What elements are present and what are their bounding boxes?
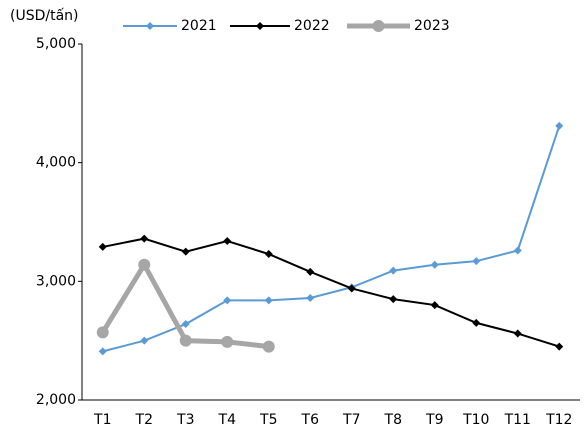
x-tick-label: T5 <box>259 412 277 428</box>
x-tick-label: T9 <box>425 412 443 428</box>
point <box>306 267 315 276</box>
x-tick-label: T11 <box>504 412 531 428</box>
point <box>264 296 273 305</box>
point <box>223 236 232 245</box>
point <box>221 335 234 348</box>
y-tick-label: 3,000 <box>36 273 76 289</box>
point <box>179 334 192 347</box>
point <box>264 250 273 259</box>
point <box>513 329 522 338</box>
point <box>389 266 398 275</box>
x-tick-label: T12 <box>545 412 572 428</box>
legend-label: 2023 <box>414 18 450 34</box>
point <box>96 326 109 339</box>
y-tick-label: 4,000 <box>36 155 76 171</box>
point <box>472 318 481 327</box>
point <box>472 257 481 266</box>
point <box>223 296 232 305</box>
series-line <box>102 237 560 348</box>
x-tick-label: T10 <box>462 412 489 428</box>
legend-marker <box>146 22 154 30</box>
x-tick-label: T4 <box>218 412 237 428</box>
point <box>262 340 275 353</box>
x-tick-label: T6 <box>301 412 320 428</box>
point <box>306 293 315 302</box>
point <box>513 246 522 255</box>
y-tick-label: 2,000 <box>36 392 76 408</box>
legend-marker <box>256 22 264 30</box>
point <box>430 301 439 310</box>
point <box>555 121 564 130</box>
series-line <box>100 259 270 350</box>
x-tick-label: T3 <box>176 412 194 428</box>
point <box>347 284 356 293</box>
point <box>138 258 151 271</box>
point <box>140 336 149 345</box>
legend-marker <box>372 20 385 32</box>
point <box>181 320 190 329</box>
y-axis-label: (USD/tấn) <box>10 8 79 24</box>
legend-label: 2021 <box>181 18 217 34</box>
y-tick-label: 5,000 <box>36 36 76 52</box>
x-tick-label: T2 <box>135 412 153 428</box>
x-tick-label: T7 <box>342 412 360 428</box>
point <box>181 247 190 256</box>
legend-label: 2022 <box>294 18 330 34</box>
point <box>98 242 107 251</box>
point <box>98 347 107 356</box>
x-tick-label: T8 <box>384 412 402 428</box>
point <box>430 260 439 269</box>
point <box>140 234 149 243</box>
x-tick-label: T1 <box>93 412 111 428</box>
point <box>389 295 398 304</box>
point <box>555 342 564 351</box>
